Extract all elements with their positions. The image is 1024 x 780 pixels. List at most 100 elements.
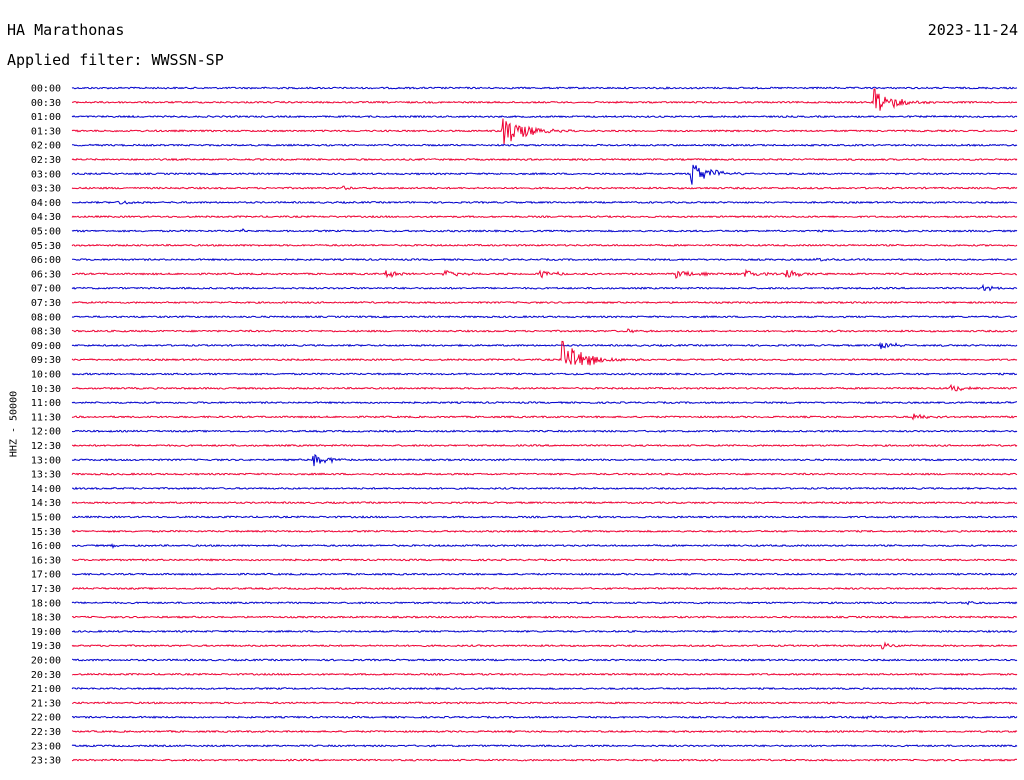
y-axis-label: HHZ - 50000 bbox=[8, 390, 20, 458]
date-label: 2023-11-24 bbox=[927, 21, 1018, 39]
trace-row bbox=[71, 185, 1018, 191]
trace-row bbox=[72, 143, 1018, 147]
trace-row bbox=[71, 86, 1018, 90]
time-tick-label: 22:00 bbox=[31, 713, 61, 724]
time-tick-label: 03:00 bbox=[31, 169, 61, 180]
trace-row bbox=[71, 328, 1018, 334]
time-tick-label: 23:00 bbox=[31, 741, 61, 752]
trace-row bbox=[71, 200, 1018, 205]
trace-row bbox=[71, 228, 1018, 233]
trace-row bbox=[71, 453, 1018, 467]
trace-row bbox=[71, 658, 1018, 662]
time-tick-label: 15:00 bbox=[31, 513, 61, 524]
trace-row bbox=[71, 315, 1018, 319]
trace-row bbox=[71, 744, 1018, 748]
trace-row bbox=[71, 157, 1018, 162]
time-tick-label: 05:00 bbox=[31, 227, 61, 238]
time-tick-label: 04:00 bbox=[31, 198, 61, 209]
trace-row bbox=[71, 340, 1018, 366]
trace-row bbox=[71, 243, 1018, 247]
time-tick-label: 12:00 bbox=[31, 427, 61, 438]
trace-row bbox=[71, 257, 1018, 262]
seismogram-traces bbox=[71, 86, 1018, 762]
trace-row bbox=[71, 701, 1018, 705]
trace-row bbox=[71, 400, 1017, 405]
time-tick-labels: 00:00 00:30 01:00 01:30 02:00 02:30 03:00 03:30… bbox=[31, 84, 61, 767]
trace-row bbox=[71, 586, 1018, 591]
trace-row bbox=[71, 413, 1017, 421]
trace-row bbox=[71, 641, 1018, 650]
trace-row bbox=[71, 88, 1018, 111]
filter-label: Applied filter: WWSSN-SP bbox=[7, 51, 224, 69]
trace-row bbox=[71, 300, 1018, 305]
time-tick-label: 23:30 bbox=[31, 756, 61, 767]
time-tick-label: 20:30 bbox=[31, 670, 61, 681]
time-tick-label: 09:30 bbox=[31, 355, 61, 366]
trace-row bbox=[71, 715, 1018, 720]
trace-row bbox=[71, 472, 1018, 476]
time-tick-label: 03:30 bbox=[31, 184, 61, 195]
time-tick-label: 07:30 bbox=[31, 298, 61, 309]
trace-row bbox=[71, 500, 1018, 505]
trace-row bbox=[71, 118, 1018, 145]
time-tick-label: 08:30 bbox=[31, 327, 61, 338]
time-tick-label: 19:30 bbox=[31, 641, 61, 652]
time-tick-label: 08:00 bbox=[31, 312, 61, 323]
time-tick-label: 06:30 bbox=[31, 269, 61, 280]
time-tick-label: 01:00 bbox=[31, 112, 61, 123]
time-tick-label: 18:00 bbox=[31, 598, 61, 609]
time-tick-label: 13:30 bbox=[31, 470, 61, 481]
trace-row bbox=[71, 629, 1018, 634]
time-tick-label: 19:00 bbox=[31, 627, 61, 638]
trace-row bbox=[71, 372, 1018, 376]
trace-row bbox=[71, 383, 1018, 392]
time-tick-label: 06:00 bbox=[31, 255, 61, 266]
time-tick-label: 00:30 bbox=[31, 98, 61, 109]
time-tick-label: 21:30 bbox=[31, 698, 61, 709]
trace-row bbox=[71, 686, 1018, 691]
trace-row bbox=[71, 543, 1018, 550]
time-tick-label: 16:30 bbox=[31, 555, 61, 566]
time-tick-label: 22:30 bbox=[31, 727, 61, 738]
trace-row bbox=[71, 615, 1018, 619]
trace-row bbox=[71, 443, 1018, 448]
time-tick-label: 10:00 bbox=[31, 370, 61, 381]
trace-row bbox=[71, 529, 1018, 534]
time-tick-label: 20:00 bbox=[31, 656, 61, 667]
time-tick-label: 12:30 bbox=[31, 441, 61, 452]
time-tick-label: 04:30 bbox=[31, 212, 61, 223]
trace-row bbox=[71, 672, 1018, 676]
trace-row bbox=[71, 283, 1018, 292]
time-tick-label: 01:30 bbox=[31, 126, 61, 137]
time-tick-label: 02:30 bbox=[31, 155, 61, 166]
time-tick-label: 07:00 bbox=[31, 284, 61, 295]
station-title: HA Marathonas bbox=[7, 21, 125, 39]
trace-row bbox=[71, 758, 1018, 762]
time-tick-label: 18:30 bbox=[31, 613, 61, 624]
time-tick-label: 11:30 bbox=[31, 412, 61, 423]
trace-row bbox=[71, 600, 1018, 606]
time-tick-label: 15:30 bbox=[31, 527, 61, 538]
trace-row bbox=[71, 214, 1018, 219]
time-tick-label: 17:00 bbox=[31, 570, 61, 581]
time-tick-label: 17:30 bbox=[31, 584, 61, 595]
time-tick-label: 10:30 bbox=[31, 384, 61, 395]
trace-row bbox=[71, 341, 1018, 350]
time-tick-label: 09:00 bbox=[31, 341, 61, 352]
time-tick-label: 11:00 bbox=[31, 398, 61, 409]
trace-row bbox=[71, 515, 1018, 519]
trace-row bbox=[71, 572, 1018, 576]
trace-row bbox=[71, 729, 1018, 734]
trace-row bbox=[71, 486, 1018, 491]
time-tick-label: 00:00 bbox=[31, 84, 61, 95]
trace-row bbox=[71, 114, 1018, 119]
time-tick-label: 21:00 bbox=[31, 684, 61, 695]
trace-row bbox=[71, 164, 1018, 185]
time-tick-label: 13:00 bbox=[31, 455, 61, 466]
time-tick-label: 16:00 bbox=[31, 541, 61, 552]
time-tick-label: 14:00 bbox=[31, 484, 61, 495]
trace-row bbox=[71, 429, 1018, 433]
time-tick-label: 02:00 bbox=[31, 141, 61, 152]
time-tick-label: 05:30 bbox=[31, 241, 61, 252]
